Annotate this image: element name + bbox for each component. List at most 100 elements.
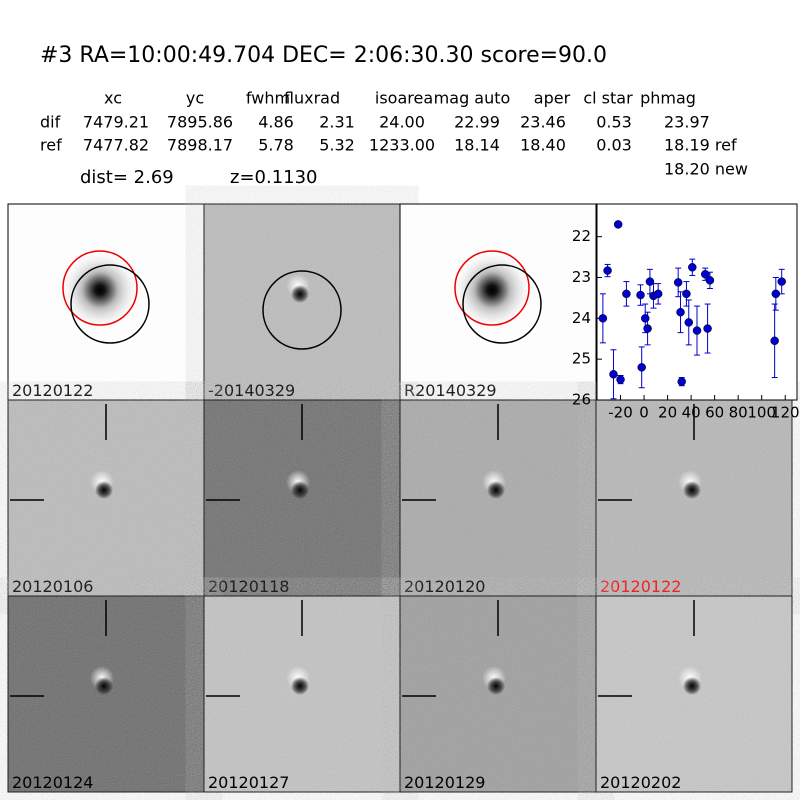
cell: 7895.86 <box>167 113 233 132</box>
image-panel: 20120122 <box>595 399 793 597</box>
image-label: 20120129 <box>404 773 485 792</box>
cell: 7898.17 <box>167 136 233 155</box>
image-label: 20120106 <box>12 577 93 596</box>
image-label: -20140329 <box>208 381 295 400</box>
cell: 23.97 <box>664 113 710 132</box>
residual-dark <box>95 481 113 499</box>
point <box>682 289 691 299</box>
image-panel: 20120120 <box>399 399 597 597</box>
point <box>684 318 694 327</box>
cell: 18.40 <box>520 136 566 155</box>
residual-dark <box>291 481 309 499</box>
column-header: mag auto <box>434 89 511 108</box>
cell: 18.14 <box>454 136 500 155</box>
point <box>653 289 663 299</box>
phmag-note: 18.20 new <box>664 160 748 179</box>
y-tick-label: 24 <box>572 309 591 327</box>
y-tick-label: 23 <box>572 268 591 286</box>
column-header: xc <box>104 89 122 108</box>
cell: 7477.82 <box>83 136 149 155</box>
x-tick-label: 40 <box>682 404 701 422</box>
residual-dark <box>683 677 701 695</box>
point <box>622 289 631 299</box>
aperture-red <box>62 250 138 326</box>
residual-dark <box>95 677 113 695</box>
residual-dark <box>291 677 309 695</box>
point <box>692 326 702 335</box>
image-panel: 20120127 <box>203 595 401 793</box>
row-label: ref <box>40 136 62 155</box>
residual-dark <box>291 285 309 303</box>
image-label: 20120202 <box>600 773 681 792</box>
cell: 1233.00 <box>369 136 435 155</box>
image-panel: 20120124 <box>7 595 205 793</box>
point <box>637 363 646 372</box>
plot-area <box>596 203 798 401</box>
point <box>643 324 652 333</box>
cell: 24.00 <box>379 113 425 132</box>
x-tick-label: 100 <box>747 404 776 422</box>
image-panel: 20120122 <box>7 203 205 401</box>
column-header: phmag <box>640 89 696 108</box>
point <box>676 307 685 317</box>
residual-dark <box>683 481 701 499</box>
cell: 7479.21 <box>83 113 149 132</box>
point <box>598 314 608 323</box>
row-label: dif <box>40 113 61 132</box>
residual-dark <box>487 677 505 695</box>
cell: 23.46 <box>520 113 566 132</box>
column-header: fwhm <box>246 89 290 108</box>
galaxy <box>60 250 140 330</box>
x-tick-label: 120 <box>771 404 800 422</box>
point <box>688 263 697 272</box>
image-panel: 20120129 <box>399 595 597 793</box>
point <box>613 220 623 229</box>
image-panel: R20140329 <box>399 203 597 401</box>
image-label: 20120127 <box>208 773 289 792</box>
aperture <box>262 270 342 350</box>
residual-dark <box>487 481 505 499</box>
point <box>705 276 715 285</box>
point <box>673 278 683 287</box>
point <box>777 277 786 286</box>
image-label: 20120120 <box>404 577 485 596</box>
column-header: aper <box>534 89 571 108</box>
aperture <box>462 264 542 344</box>
x-tick-label: 60 <box>705 404 724 422</box>
column-header: cl star <box>583 89 633 108</box>
x-tick-label: -20 <box>608 404 633 422</box>
point <box>636 290 645 300</box>
image-label: 20120122 <box>12 381 93 400</box>
cell: 18.19 ref <box>664 136 737 155</box>
column-header: fluxrad <box>284 89 340 108</box>
point <box>770 336 779 346</box>
cell: 2.31 <box>319 113 355 132</box>
title: #3 RA=10:00:49.704 DEC= 2:06:30.30 score… <box>40 43 607 68</box>
point <box>703 324 712 333</box>
image-label: 20120122 <box>600 577 681 596</box>
image-panel: -20140329 <box>203 203 401 401</box>
image-panel: 20120202 <box>595 595 793 793</box>
x-tick-label: 0 <box>639 404 649 422</box>
cell: 22.99 <box>454 113 500 132</box>
image-panel: 20120118 <box>203 399 401 597</box>
image-label: 20120124 <box>12 773 93 792</box>
galaxy <box>452 250 532 330</box>
point <box>771 289 781 299</box>
y-tick-label: 25 <box>572 350 591 368</box>
cell: 5.32 <box>319 136 355 155</box>
cell: 4.86 <box>258 113 294 132</box>
aperture <box>70 264 150 344</box>
dist: dist= 2.69 <box>80 167 174 188</box>
point <box>616 375 625 384</box>
aperture-red <box>454 250 530 326</box>
y-tick-label: 26 <box>572 391 591 409</box>
image-label: 20120118 <box>208 577 289 596</box>
column-header: isoarea <box>375 89 433 108</box>
cell: 0.03 <box>596 136 632 155</box>
point <box>603 266 612 275</box>
cell: 5.78 <box>258 136 294 155</box>
cell: 0.53 <box>596 113 632 132</box>
